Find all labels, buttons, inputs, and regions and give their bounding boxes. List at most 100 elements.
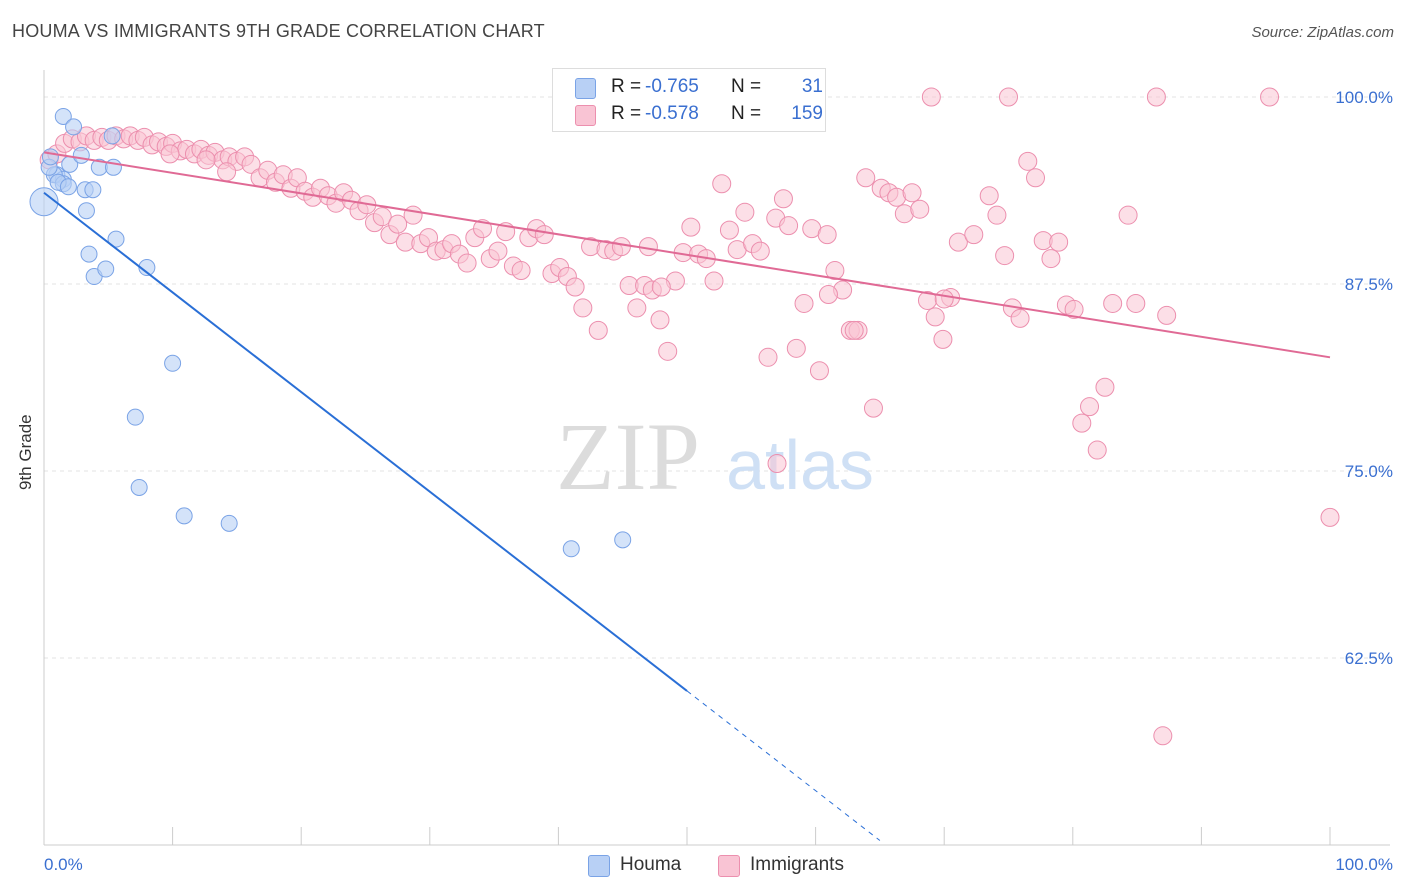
immigrants-point xyxy=(925,307,945,327)
immigrants-point xyxy=(1126,293,1146,313)
houma-point xyxy=(130,478,148,496)
immigrants-point xyxy=(565,277,585,297)
immigrants-point xyxy=(650,310,670,330)
houma-r-value: -0.765 xyxy=(645,76,699,97)
immigrants-point xyxy=(1026,168,1046,188)
x-tick-label: 0.0% xyxy=(44,855,83,874)
y-tick-labels: 62.5% 75.0% 87.5% 100.0% xyxy=(1335,88,1393,668)
immigrants-point xyxy=(948,232,968,252)
immigrants-point xyxy=(921,87,941,107)
immigrants-point xyxy=(1157,305,1177,325)
immigrants-point xyxy=(1080,397,1100,417)
houma-point xyxy=(138,259,156,277)
houma-point xyxy=(164,354,182,372)
houma-point xyxy=(65,118,83,136)
immigrants-point xyxy=(1072,413,1092,433)
houma-swatch xyxy=(575,78,596,99)
immigrants-point xyxy=(217,162,237,182)
axes xyxy=(43,70,1390,846)
immigrants-point xyxy=(863,398,883,418)
immigrants-point xyxy=(1095,377,1115,397)
houma-n-value: 31 xyxy=(801,76,823,97)
immigrants-point xyxy=(1320,507,1340,527)
immigrants-r-value: -0.578 xyxy=(645,103,699,124)
n-label: N = xyxy=(731,76,762,97)
y-tick-label: 87.5% xyxy=(1345,275,1393,294)
immigrants-point xyxy=(735,202,755,222)
houma-legend-swatch xyxy=(588,855,610,877)
houma-point xyxy=(59,178,77,196)
immigrants-point xyxy=(1049,232,1069,252)
immigrants-point xyxy=(779,216,799,236)
houma-point xyxy=(614,531,632,549)
immigrants-point xyxy=(1146,87,1166,107)
watermark-zip: ZIP xyxy=(556,403,700,510)
immigrants-point xyxy=(987,205,1007,225)
immigrants-point xyxy=(712,174,732,194)
houma-point xyxy=(107,230,125,248)
houma-point xyxy=(220,514,238,532)
immigrants-point xyxy=(588,320,608,340)
immigrants-swatch xyxy=(575,105,596,126)
immigrants-point xyxy=(160,144,180,164)
immigrants-point xyxy=(611,237,631,257)
immigrants-point xyxy=(786,338,806,358)
x-tick-labels: 0.0% 100.0% xyxy=(44,855,1393,874)
immigrants-point xyxy=(844,320,864,340)
y-tick-label: 100.0% xyxy=(1335,88,1393,107)
chart-title: HOUMA VS IMMIGRANTS 9TH GRADE CORRELATIO… xyxy=(12,21,545,41)
immigrants-point xyxy=(794,293,814,313)
immigrants-point xyxy=(241,154,261,174)
immigrants-point xyxy=(817,225,837,245)
immigrants-point xyxy=(1010,308,1030,328)
immigrants-point xyxy=(995,246,1015,266)
immigrants-point xyxy=(457,253,477,273)
immigrants-point xyxy=(933,329,953,349)
immigrants-point xyxy=(719,220,739,240)
immigrants-trend-line xyxy=(43,151,1331,359)
houma-point xyxy=(97,260,115,278)
immigrants-point xyxy=(473,219,493,239)
houma-point xyxy=(126,408,144,426)
houma-trend-extension xyxy=(686,690,881,841)
immigrants-point xyxy=(651,277,671,297)
r-label: R = xyxy=(611,103,642,124)
immigrants-point xyxy=(388,214,408,234)
immigrants-point xyxy=(1041,249,1061,269)
houma-point xyxy=(80,245,98,263)
immigrants-point xyxy=(681,217,701,237)
immigrants-point xyxy=(196,150,216,170)
immigrants-points xyxy=(39,87,1340,746)
immigrants-point xyxy=(372,207,392,227)
immigrants-point xyxy=(1103,293,1123,313)
immigrants-point xyxy=(902,183,922,203)
immigrants-point xyxy=(750,241,770,261)
y-tick-label: 62.5% xyxy=(1345,649,1393,668)
immigrants-point xyxy=(934,289,954,309)
immigrants-point xyxy=(910,199,930,219)
immigrants-point xyxy=(979,186,999,206)
immigrants-point xyxy=(856,168,876,188)
houma-trend-line xyxy=(43,191,688,692)
houma-legend-label: Houma xyxy=(620,854,682,875)
immigrants-point xyxy=(1260,87,1280,107)
immigrants-point xyxy=(573,298,593,318)
immigrants-point xyxy=(767,454,787,474)
immigrants-point xyxy=(638,237,658,257)
watermark-atlas: atlas xyxy=(726,426,874,504)
houma-point xyxy=(562,540,580,558)
immigrants-point xyxy=(488,241,508,261)
watermark: ZIP atlas xyxy=(556,403,874,510)
houma-point xyxy=(77,202,95,220)
immigrants-point xyxy=(627,298,647,318)
immigrants-point xyxy=(1064,299,1084,319)
immigrants-legend-label: Immigrants xyxy=(750,854,844,875)
immigrants-point xyxy=(534,225,554,245)
immigrants-point xyxy=(1153,726,1173,746)
immigrants-point xyxy=(999,87,1018,107)
immigrants-point xyxy=(1018,151,1038,171)
immigrants-point xyxy=(1118,205,1138,225)
immigrants-point xyxy=(403,205,423,225)
immigrants-point xyxy=(1087,440,1107,460)
